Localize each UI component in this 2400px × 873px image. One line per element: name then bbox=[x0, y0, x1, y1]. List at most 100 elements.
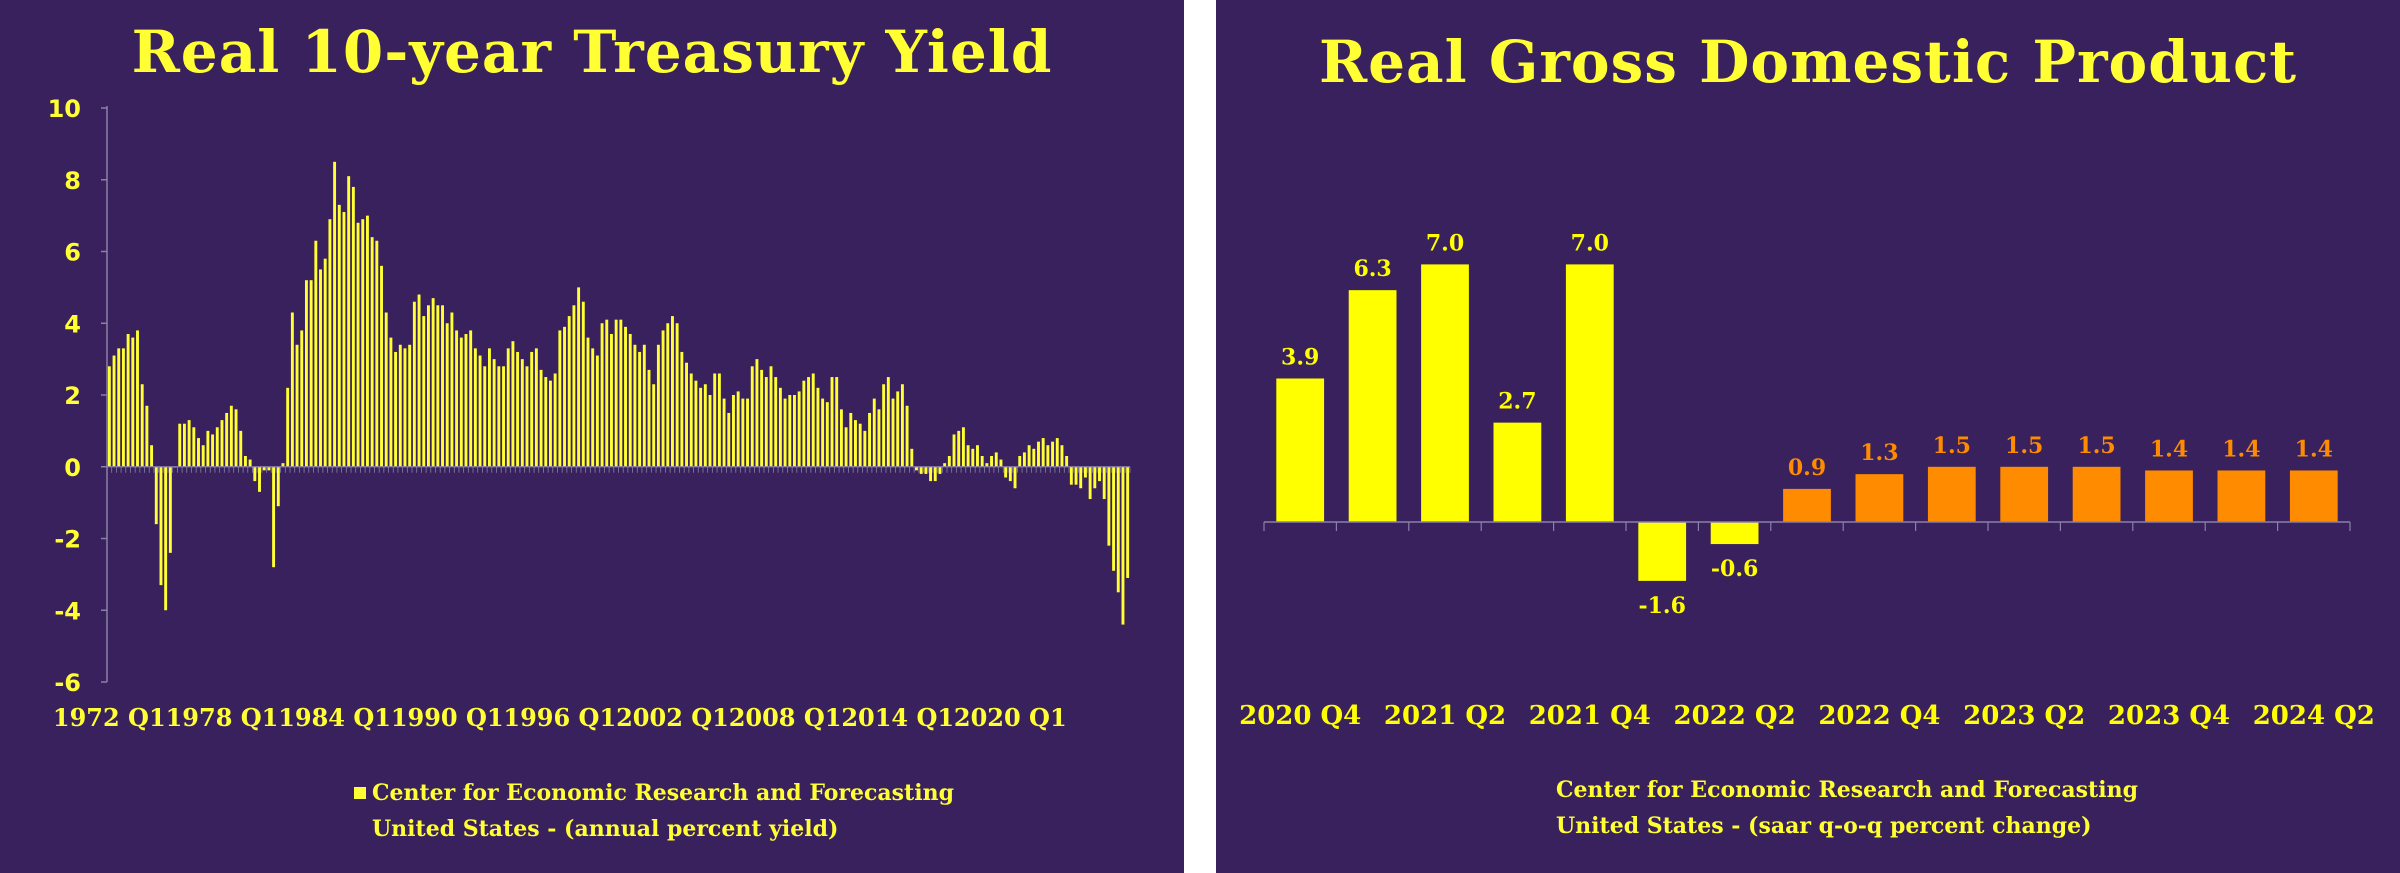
treasury-bar bbox=[638, 351, 642, 467]
treasury-bar bbox=[774, 377, 778, 467]
treasury-bar bbox=[685, 362, 688, 467]
treasury-bar bbox=[633, 344, 637, 467]
treasury-bar bbox=[929, 466, 933, 482]
treasury-bar bbox=[347, 176, 351, 467]
treasury-bar bbox=[1041, 438, 1045, 467]
treasury-bar bbox=[938, 466, 942, 474]
treasury-bar bbox=[999, 459, 1003, 467]
gdp-bar bbox=[1493, 422, 1542, 522]
treasury-bar bbox=[703, 384, 707, 467]
gdp-data-label: 7.0 bbox=[1571, 230, 1609, 256]
treasury-bar bbox=[304, 280, 308, 467]
treasury-bar bbox=[314, 240, 318, 467]
treasury-bar bbox=[1121, 466, 1125, 625]
gdp-data-label: 0.9 bbox=[1788, 455, 1826, 481]
treasury-bar bbox=[605, 319, 609, 467]
treasury-bar bbox=[328, 219, 332, 467]
treasury-bar bbox=[567, 316, 571, 467]
treasury-bar bbox=[741, 398, 745, 467]
treasury-bar bbox=[478, 355, 482, 467]
treasury-bar bbox=[361, 219, 365, 467]
treasury-bar bbox=[492, 359, 496, 467]
treasury-x-tick-label: 1984 Q1 bbox=[278, 703, 391, 732]
treasury-bar bbox=[680, 351, 684, 467]
gdp-bar bbox=[1276, 378, 1325, 522]
treasury-bar bbox=[666, 323, 670, 467]
treasury-bar bbox=[403, 348, 407, 467]
treasury-bar bbox=[337, 204, 341, 467]
gdp-data-label: 1.5 bbox=[1933, 433, 1971, 459]
treasury-bar bbox=[915, 466, 918, 471]
gdp-bar bbox=[1855, 474, 1904, 522]
treasury-bar bbox=[586, 337, 590, 467]
treasury-bar bbox=[323, 258, 327, 467]
treasury-bar bbox=[201, 445, 205, 467]
treasury-bar bbox=[225, 412, 229, 467]
treasury-bar bbox=[689, 373, 693, 467]
treasury-bar bbox=[1037, 441, 1040, 467]
treasury-bar bbox=[933, 466, 937, 482]
treasury-caption-line2-row: United States - (annual percent yield) bbox=[354, 811, 954, 847]
treasury-bar bbox=[1013, 466, 1017, 489]
treasury-bar bbox=[220, 420, 224, 467]
treasury-x-tick-label: 2002 Q1 bbox=[616, 703, 729, 732]
gdp-data-label: 6.3 bbox=[1353, 256, 1391, 282]
treasury-bar bbox=[497, 366, 501, 467]
treasury-bar bbox=[145, 405, 149, 467]
treasury-bar bbox=[896, 391, 900, 467]
treasury-bar bbox=[300, 330, 304, 467]
treasury-bar bbox=[206, 430, 210, 467]
treasury-bar bbox=[858, 423, 862, 467]
treasury-bar bbox=[952, 434, 956, 467]
gdp-x-tick-label: 2023 Q4 bbox=[2108, 701, 2230, 731]
treasury-bar bbox=[417, 294, 421, 467]
treasury-bar bbox=[197, 438, 200, 467]
treasury-x-tick-label: 1996 Q1 bbox=[503, 703, 616, 732]
treasury-bar bbox=[262, 466, 266, 471]
treasury-caption-line2: United States - (annual percent yield) bbox=[372, 816, 839, 842]
treasury-bar bbox=[764, 377, 768, 467]
treasury-bar bbox=[675, 323, 679, 467]
gdp-bar bbox=[1421, 264, 1469, 522]
treasury-bar bbox=[1032, 448, 1036, 467]
treasury-bar bbox=[1112, 466, 1116, 571]
treasury-bar bbox=[290, 312, 294, 467]
treasury-bar bbox=[272, 466, 276, 568]
treasury-bar bbox=[473, 348, 477, 467]
treasury-bar bbox=[600, 323, 604, 467]
treasury-bar bbox=[835, 377, 839, 467]
treasury-bar bbox=[426, 305, 430, 467]
treasury-bar bbox=[455, 330, 459, 467]
treasury-bar bbox=[549, 380, 552, 467]
treasury-bar bbox=[610, 334, 613, 467]
treasury-bar bbox=[422, 316, 426, 467]
treasury-bar bbox=[807, 377, 811, 467]
gdp-data-label: 3.9 bbox=[1281, 344, 1319, 370]
gdp-x-tick-label: 2021 Q4 bbox=[1529, 701, 1651, 731]
treasury-bar bbox=[502, 366, 505, 467]
gdp-x-tick-label: 2022 Q2 bbox=[1674, 701, 1796, 731]
treasury-bar bbox=[459, 337, 463, 467]
treasury-bar bbox=[661, 330, 665, 467]
treasury-bar bbox=[811, 373, 815, 467]
treasury-y-tick-label: 0 bbox=[64, 454, 81, 482]
treasury-bar bbox=[905, 405, 909, 467]
treasury-bar bbox=[699, 387, 703, 467]
treasury-bar bbox=[717, 373, 721, 467]
treasury-bar bbox=[1126, 466, 1130, 578]
treasury-bar bbox=[1116, 466, 1120, 593]
treasury-bar bbox=[126, 334, 130, 467]
treasury-bar bbox=[558, 330, 562, 467]
gdp-chart: 3.9 6.3 7.0 2.7 7.0 -1.6 -0.6 0.9 1.3 1.5 1.5 1.5 1.… bbox=[1239, 230, 2375, 731]
treasury-y-tick-label: -6 bbox=[54, 669, 81, 697]
gdp-caption-line2: United States - (saar q-o-q percent chan… bbox=[1556, 813, 2092, 839]
treasury-bar bbox=[619, 319, 623, 467]
treasury-bar bbox=[464, 334, 468, 467]
treasury-yield-panel: Real 10-year Treasury Yield 10 8 6 4 2 0 -2 -4 -… bbox=[0, 0, 1184, 873]
treasury-bar bbox=[150, 445, 154, 467]
treasury-bar bbox=[319, 269, 322, 467]
treasury-x-tick-label: 2020 Q1 bbox=[954, 703, 1067, 732]
treasury-bar bbox=[281, 463, 285, 467]
treasury-bar bbox=[445, 323, 449, 467]
treasury-bar bbox=[1093, 466, 1097, 489]
